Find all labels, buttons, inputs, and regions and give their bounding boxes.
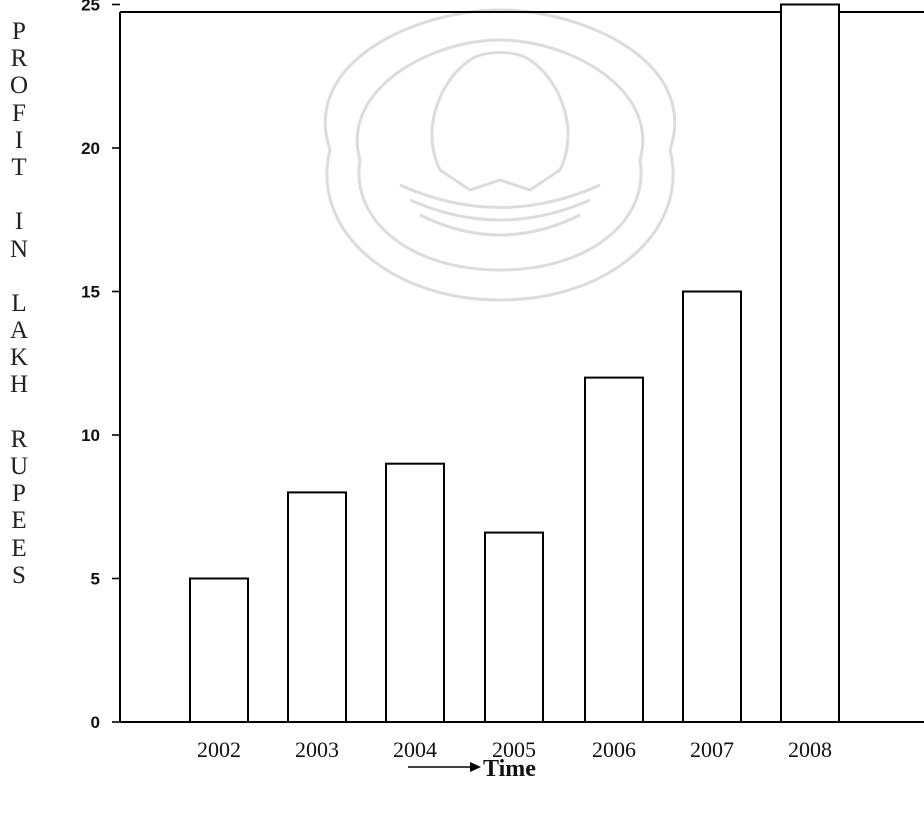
y-ticks: 0 5 10 15 20 25 xyxy=(81,0,120,732)
y-title-letter: H xyxy=(9,371,29,399)
y-title-letter: A xyxy=(9,317,29,345)
x-tick-label: 2006 xyxy=(592,737,636,762)
x-tick-label: 2007 xyxy=(690,737,734,762)
y-tick-label: 25 xyxy=(81,0,100,15)
x-tick-label: 2008 xyxy=(788,737,832,762)
x-tick-label: 2005 xyxy=(492,737,536,762)
emblem-watermark xyxy=(323,8,677,302)
y-title-letter: T xyxy=(11,153,27,181)
y-title-letter: O xyxy=(9,72,29,100)
y-title-letter xyxy=(0,181,38,208)
bar xyxy=(484,531,544,724)
y-tick-label: 5 xyxy=(91,570,100,589)
y-tick-label: 20 xyxy=(81,139,100,158)
x-tick-label: 2002 xyxy=(197,737,241,762)
time-arrow-icon xyxy=(470,762,481,772)
y-title-letter: N xyxy=(9,235,29,263)
x-tick-labels: 2002 2003 2004 2005 2006 2007 2008 xyxy=(197,737,832,762)
y-title-letter: P xyxy=(12,18,26,45)
y-title-letter: S xyxy=(12,561,26,589)
y-title-letter: I xyxy=(14,208,24,236)
y-title-letter: E xyxy=(11,507,27,535)
y-title-letter: I xyxy=(14,126,24,154)
y-title-letter: F xyxy=(12,99,26,127)
y-title-letter: P xyxy=(12,480,26,508)
x-tick-label: 2004 xyxy=(393,737,437,762)
y-tick-label: 10 xyxy=(81,426,100,445)
x-axis-title: Time xyxy=(483,756,536,782)
bar xyxy=(385,462,445,723)
bar xyxy=(584,376,644,723)
y-title-letter: U xyxy=(9,453,29,480)
y-tick-label: 0 xyxy=(91,713,100,732)
y-tick-label: 15 xyxy=(81,283,100,302)
y-title-letter: R xyxy=(10,45,28,73)
bar xyxy=(189,577,249,723)
y-title-letter xyxy=(0,263,38,290)
bars xyxy=(189,3,840,724)
x-tick-label: 2003 xyxy=(295,737,339,762)
x-axis-title-group: Time xyxy=(408,756,536,782)
bar xyxy=(287,491,347,723)
y-title-letter: E xyxy=(11,534,27,562)
y-title-letter: K xyxy=(9,344,29,372)
y-title-letter: R xyxy=(10,425,28,453)
bar xyxy=(780,3,840,723)
y-title-letter: L xyxy=(11,289,27,317)
y-title-letter xyxy=(0,399,38,426)
bar xyxy=(682,290,742,723)
